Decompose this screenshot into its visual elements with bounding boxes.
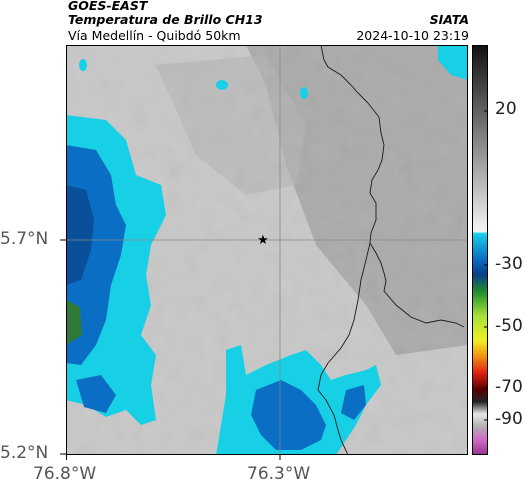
- product-title: Temperatura de Brillo CH13: [68, 12, 263, 27]
- cold-cloud-south: [216, 345, 381, 455]
- datetime-label: 2024-10-10 23:19: [356, 28, 469, 43]
- x-tick-label: 76.3°W: [247, 464, 311, 484]
- y-tick-label: 5.7°N: [0, 229, 49, 249]
- satellite-label: GOES-EAST: [68, 0, 148, 13]
- region-subtitle: Vía Medellín - Quibdó 50km: [68, 28, 241, 43]
- temperature-colorbar: [472, 45, 488, 455]
- organization-label: SIATA: [429, 12, 469, 27]
- colorbar-tick-label: -50: [495, 316, 523, 336]
- cold-cloud-west: [66, 115, 166, 425]
- star-icon: ★: [257, 233, 269, 248]
- colorbar-tick-label: 20: [495, 99, 517, 119]
- colorbar-tick-label: -90: [495, 409, 523, 429]
- x-axis-ticks: [66, 455, 281, 460]
- y-tick-label: 5.2°N: [0, 443, 49, 463]
- colorbar-gradient: [472, 45, 488, 455]
- satellite-map: ★: [66, 45, 468, 455]
- colorbar-tick-label: -70: [495, 377, 523, 397]
- map-frame-border: [66, 45, 468, 455]
- x-tick-label: 76.8°W: [33, 464, 97, 484]
- department-boundary: [317, 45, 465, 455]
- colorbar-tick-label: -30: [495, 254, 523, 274]
- cold-cloud-north: [79, 45, 468, 99]
- y-axis-ticks: [60, 239, 66, 455]
